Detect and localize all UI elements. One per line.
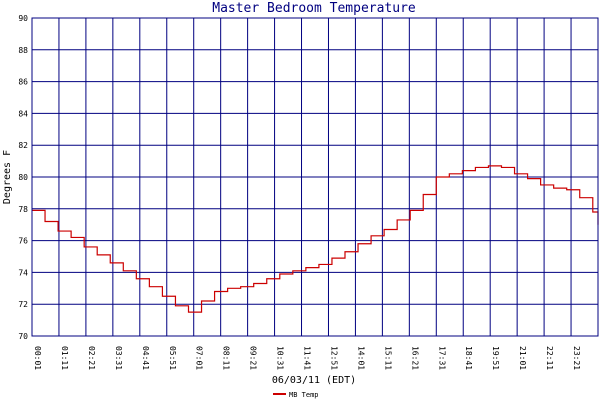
x-tick-label: 03:31 bbox=[114, 346, 123, 370]
x-tick-label: 23:21 bbox=[572, 346, 581, 370]
y-tick-label: 84 bbox=[18, 109, 28, 118]
x-tick-label: 01:11 bbox=[60, 346, 69, 370]
x-tick-label: 21:01 bbox=[518, 346, 527, 370]
x-tick-label: 04:41 bbox=[141, 346, 150, 370]
x-tick-label: 10:31 bbox=[276, 346, 285, 370]
y-tick-label: 74 bbox=[18, 268, 28, 277]
legend-label: MB Temp bbox=[289, 391, 319, 399]
series-layer bbox=[32, 165, 599, 313]
y-tick-label: 86 bbox=[18, 78, 28, 87]
x-axis-label: 06/03/11 (EDT) bbox=[272, 375, 356, 386]
y-tick-label: 82 bbox=[18, 141, 28, 150]
x-tick-label: 15:11 bbox=[383, 346, 392, 370]
x-tick-label: 18:41 bbox=[464, 346, 473, 370]
x-tick-label: 08:11 bbox=[222, 346, 231, 370]
y-tick-label: 76 bbox=[18, 237, 28, 246]
chart-title: Master Bedroom Temperature bbox=[212, 1, 416, 16]
x-tick-label: 12:51 bbox=[329, 346, 338, 370]
y-tick-label: 72 bbox=[18, 300, 28, 309]
y-tick-label: 88 bbox=[18, 46, 28, 55]
x-tick-label: 05:51 bbox=[168, 346, 177, 370]
legend: MB Temp bbox=[273, 391, 319, 399]
y-tick-label: 70 bbox=[18, 332, 28, 341]
plot-frame bbox=[31, 17, 599, 337]
x-tick-label: 11:41 bbox=[303, 346, 312, 370]
x-tick-label: 14:01 bbox=[356, 346, 365, 370]
x-tick-label: 22:11 bbox=[545, 346, 554, 370]
x-tick-label: 17:31 bbox=[437, 346, 446, 370]
series-line-mb-temp bbox=[32, 165, 599, 313]
x-tick-label: 16:21 bbox=[410, 346, 419, 370]
x-tick-labels: 00:01 01:11 02:21 03:31 04:41 05:51 07:01 08:11… bbox=[33, 346, 600, 370]
x-tick-label: 19:51 bbox=[491, 346, 500, 370]
y-tick-label: 78 bbox=[18, 205, 28, 214]
x-tick-label: 00:01 bbox=[33, 346, 42, 370]
y-tick-label: 80 bbox=[18, 173, 28, 182]
x-tick-label: 02:21 bbox=[87, 346, 96, 370]
x-tick-label: 09:21 bbox=[249, 346, 258, 370]
x-tick-label: 07:01 bbox=[195, 346, 204, 370]
y-tick-labels: 70 72 74 76 78 80 82 84 86 88 90 bbox=[18, 14, 28, 341]
y-axis-label: Degrees F bbox=[2, 150, 13, 204]
y-tick-label: 90 bbox=[18, 14, 28, 23]
